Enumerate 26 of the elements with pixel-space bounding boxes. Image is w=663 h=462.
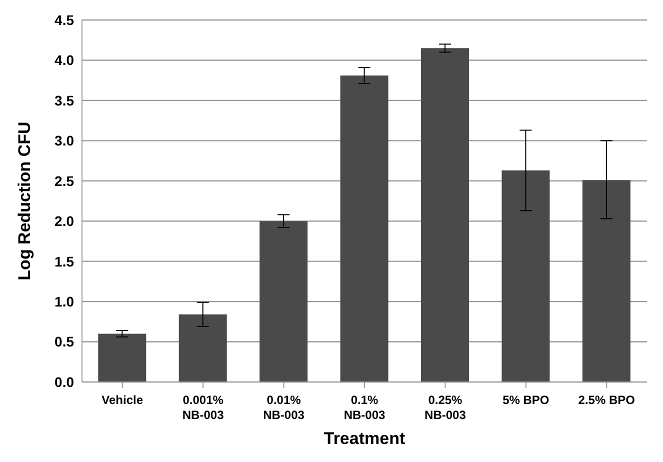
- bar: [582, 180, 630, 382]
- x-axis-title: Treatment: [324, 429, 406, 448]
- y-tick-label: 3.0: [54, 132, 74, 149]
- bar: [502, 170, 550, 382]
- bar: [421, 48, 469, 382]
- x-tick-label: Vehicle: [102, 393, 144, 407]
- x-tick-label: 0.001% NB-003: [182, 393, 224, 422]
- y-tick-label: 2.0: [54, 213, 74, 230]
- bar: [98, 334, 146, 382]
- y-tick-label: 3.5: [54, 92, 74, 108]
- x-tick-label: 0.01% NB-003: [263, 393, 305, 422]
- x-tick-label: 5% BPO: [502, 393, 550, 407]
- bar: [260, 221, 308, 382]
- y-tick-label: 0.0: [54, 374, 74, 390]
- y-tick-label: 1.5: [54, 253, 74, 270]
- y-tick-label: 1.0: [54, 294, 74, 310]
- y-tick-label: 0.5: [54, 334, 74, 350]
- y-tick-label: 4.5: [54, 12, 74, 28]
- y-tick-label: 2.5: [54, 172, 74, 189]
- bar: [178, 314, 227, 382]
- bar: [340, 76, 388, 382]
- x-tick-label: 2.5% BPO: [578, 393, 635, 407]
- y-axis-title: Log Reduction CFU: [15, 122, 34, 280]
- x-tick-label: 0.1% NB-003: [344, 393, 386, 422]
- y-tick-label: 4.0: [54, 52, 74, 68]
- x-tick-label: 0.25% NB-003: [424, 393, 466, 422]
